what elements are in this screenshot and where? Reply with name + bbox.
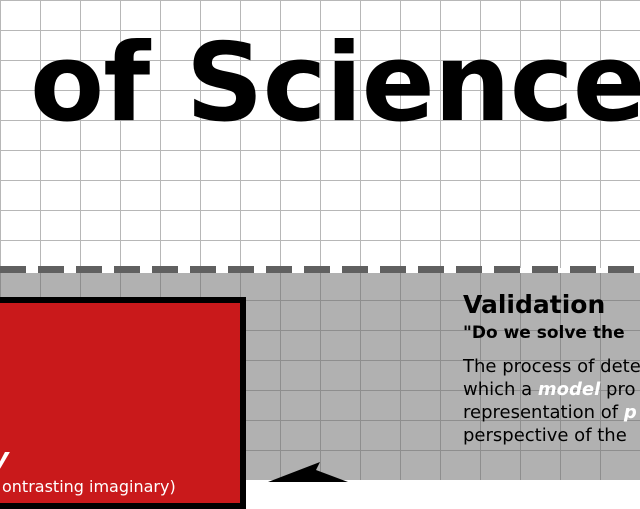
validation-title: Validation bbox=[463, 290, 606, 319]
description-line-3-start: representation of bbox=[463, 402, 624, 423]
red-panel-letter: y bbox=[0, 443, 9, 473]
page-title: of Science bbox=[30, 21, 640, 146]
description-line-3: representation of p bbox=[463, 402, 637, 423]
red-panel: y ontrasting imaginary) bbox=[0, 297, 246, 509]
description-line-2-start: which a bbox=[463, 379, 538, 400]
highlight-p: p bbox=[623, 402, 637, 423]
top-grid-area: of Science bbox=[0, 0, 640, 268]
validation-description: The process of dete which a model pro re… bbox=[463, 355, 640, 447]
arrow-left-icon bbox=[268, 462, 348, 482]
dashed-divider bbox=[0, 266, 640, 273]
highlight-model: model bbox=[537, 379, 601, 400]
description-line-1: The process of dete bbox=[463, 356, 640, 377]
validation-question: "Do we solve the bbox=[463, 323, 625, 343]
description-line-2: which a model pro bbox=[463, 379, 635, 400]
validation-block: Validation "Do we solve the The process … bbox=[463, 290, 640, 447]
description-line-2-end: pro bbox=[600, 379, 636, 400]
description-line-4: perspective of the bbox=[463, 425, 627, 446]
